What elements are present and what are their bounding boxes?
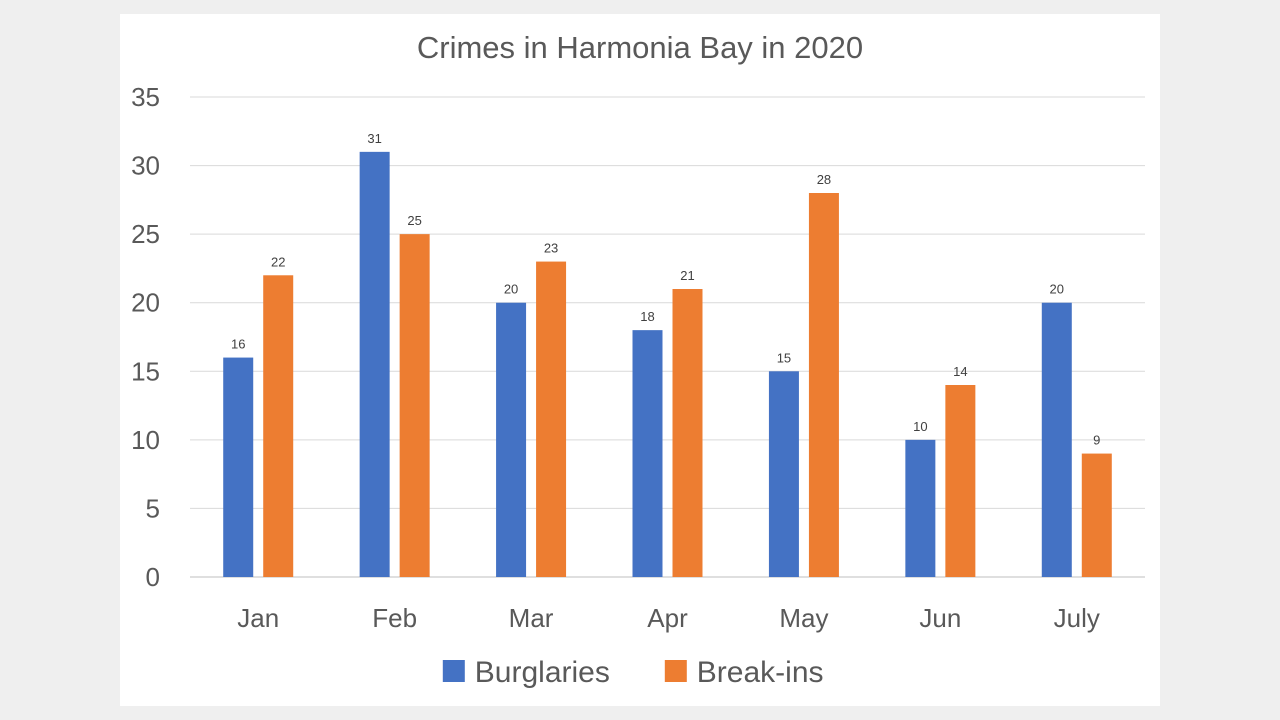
x-tick-label: July — [1054, 603, 1100, 633]
data-label: 31 — [367, 131, 381, 146]
legend-label: Burglaries — [475, 656, 610, 689]
data-label: 10 — [913, 419, 927, 434]
chart-title: Crimes in Harmonia Bay in 2020 — [417, 30, 863, 65]
legend-swatch-break-ins — [664, 660, 687, 682]
x-tick-label: Mar — [509, 603, 554, 633]
data-label: 18 — [640, 309, 654, 324]
y-tick-label: 10 — [131, 425, 160, 455]
x-tick-label: May — [779, 603, 828, 633]
bar-break-ins — [399, 234, 430, 577]
legend-swatch-burglaries — [442, 660, 465, 682]
bar-burglaries — [359, 151, 390, 577]
x-tick-label: Apr — [647, 603, 688, 633]
x-axis: Jan Feb Mar Apr May Jun July — [237, 603, 1100, 633]
bar-burglaries — [905, 439, 936, 577]
bar-break-ins — [1081, 453, 1112, 577]
bar-burglaries — [632, 330, 663, 577]
data-label: 22 — [271, 254, 285, 269]
bar-break-ins — [945, 385, 976, 577]
data-label: 9 — [1093, 433, 1100, 448]
legend-label: Break-ins — [697, 656, 824, 689]
data-label: 14 — [953, 364, 967, 379]
bar-break-ins — [263, 275, 294, 577]
y-tick-label: 30 — [131, 151, 160, 181]
bar-burglaries — [223, 357, 254, 577]
data-label: 16 — [231, 337, 245, 352]
x-tick-label: Jan — [237, 603, 279, 633]
data-label: 25 — [407, 213, 421, 228]
data-label: 23 — [544, 241, 558, 256]
x-tick-label: Feb — [372, 603, 417, 633]
bar-burglaries — [1041, 302, 1072, 577]
data-label: 28 — [817, 172, 831, 187]
bars: 16 22 31 25 20 23 18 21 15 28 10 14 20 9 — [223, 131, 1112, 577]
data-label: 15 — [777, 350, 791, 365]
y-tick-label: 15 — [131, 356, 160, 386]
data-label: 20 — [1050, 282, 1064, 297]
data-label: 21 — [680, 268, 694, 283]
y-tick-label: 25 — [131, 219, 160, 249]
bar-break-ins — [808, 193, 839, 577]
bar-burglaries — [768, 371, 799, 577]
bar-burglaries — [496, 302, 527, 577]
y-tick-label: 0 — [146, 562, 160, 592]
bar-break-ins — [536, 261, 567, 577]
x-tick-label: Jun — [919, 603, 961, 633]
y-axis: 0 5 10 15 20 25 30 35 — [131, 82, 160, 592]
gridlines — [190, 96, 1145, 578]
legend: Burglaries Break-ins — [442, 656, 824, 689]
data-label: 20 — [504, 282, 518, 297]
bar-break-ins — [672, 289, 703, 577]
y-tick-label: 35 — [131, 82, 160, 112]
y-tick-label: 20 — [131, 288, 160, 318]
y-tick-label: 5 — [146, 493, 160, 523]
